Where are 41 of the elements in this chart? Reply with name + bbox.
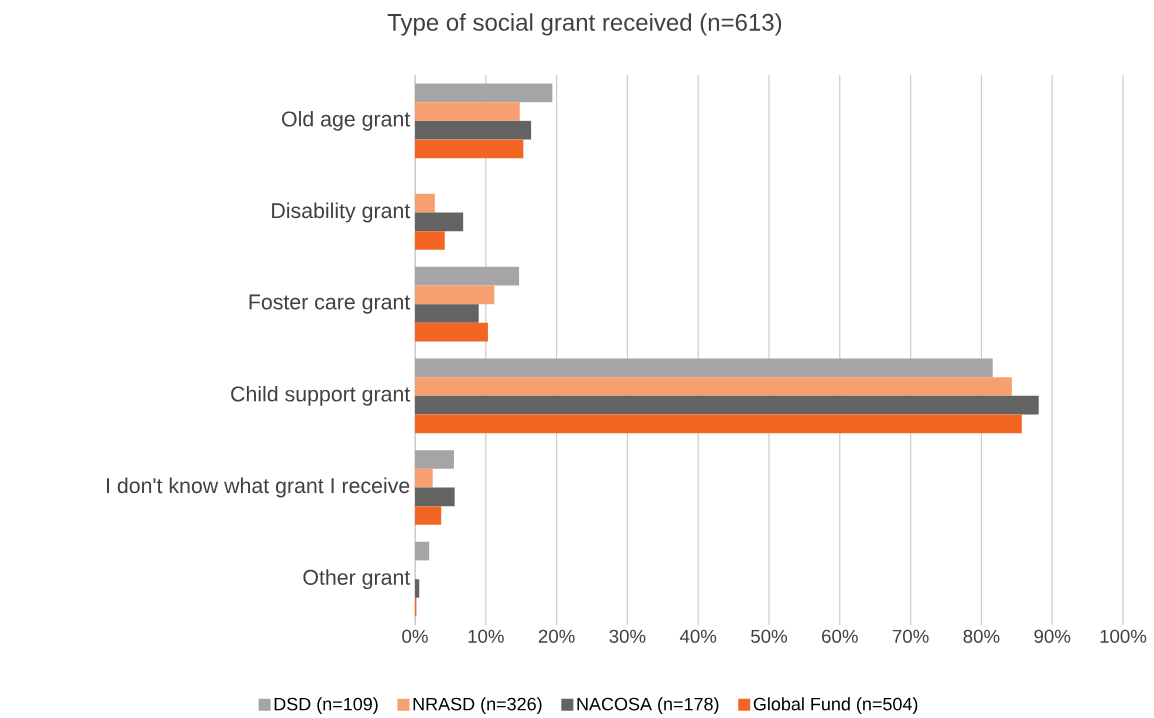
legend-label: DSD (n=109) [274, 697, 378, 714]
x-tick-label: 90% [1034, 629, 1071, 643]
y-tick-label: Other grant [303, 569, 411, 590]
bar [415, 285, 495, 305]
x-tick-label: 10% [468, 629, 504, 643]
bar [415, 450, 454, 469]
x-tick-label: 30% [609, 629, 646, 643]
bar [415, 487, 455, 507]
bar [415, 506, 442, 525]
x-tick-label: 50% [751, 629, 788, 643]
x-tick-label: 70% [892, 629, 929, 643]
bar [415, 395, 1039, 415]
y-tick-label: Disability grant [272, 202, 411, 223]
bar [415, 304, 479, 323]
legend-label: NRASD (n=326) [413, 697, 542, 714]
bar [415, 266, 520, 286]
x-tick-label: 60% [822, 629, 858, 643]
bar [415, 358, 993, 378]
bar [415, 322, 488, 342]
y-tick-label: Old age grant [282, 110, 411, 131]
chart-title: Type of social grant received (n=613) [387, 13, 782, 36]
x-tick-label: 80% [963, 629, 1000, 643]
bar [415, 139, 524, 159]
y-tick-label: Child support grant [231, 385, 411, 406]
x-tick-label: 100% [1100, 629, 1147, 643]
y-tick-label: I don't know what grant I receive [106, 477, 410, 498]
bar [415, 212, 464, 232]
bar [415, 193, 435, 213]
bar [415, 83, 553, 103]
x-tick-label: 0% [402, 629, 428, 643]
y-tick-label: Foster care grant [249, 294, 411, 314]
bar [415, 414, 1022, 434]
bar [415, 120, 532, 140]
bar [415, 377, 1012, 396]
bar [415, 231, 445, 250]
x-tick-label: 20% [538, 629, 575, 643]
bar [415, 468, 433, 488]
x-tick-label: 40% [679, 629, 717, 643]
legend-label: NACOSA (n=178) [577, 697, 719, 714]
bar [415, 102, 520, 121]
legend-label: Global Fund (n=504) [753, 697, 918, 714]
